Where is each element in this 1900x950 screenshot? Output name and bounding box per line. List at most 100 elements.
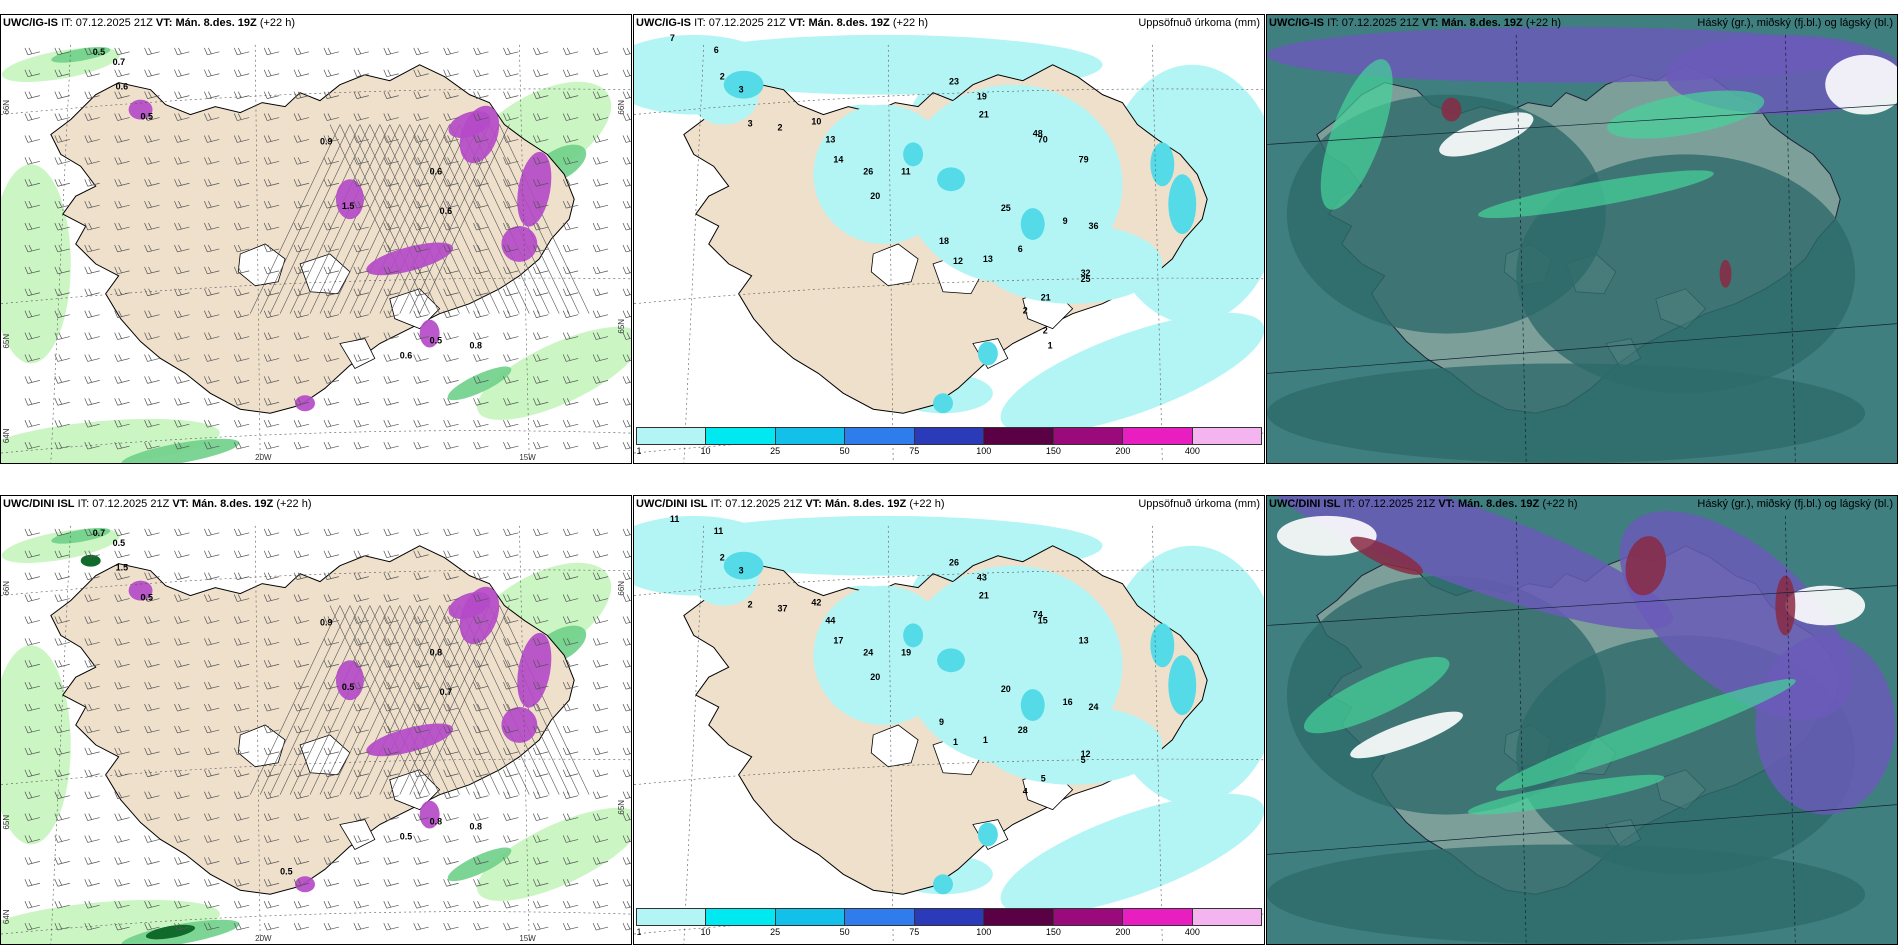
- wind-barbs: [24, 47, 631, 450]
- colorbar-ticks: 1 10 25 50 75 100 150 200 400: [636, 445, 1262, 457]
- panel-header: UWC/IG-IS IT: 07.12.2025 21Z VT: Mán. 8.…: [3, 17, 295, 29]
- value-label: 25: [1001, 203, 1011, 213]
- clear-sky: [1439, 54, 1897, 157]
- value-label: 2: [720, 72, 725, 82]
- initial-time: 07.12.2025 21Z: [708, 17, 786, 29]
- precip-mid: [723, 551, 1197, 895]
- colorbar-tick: 50: [839, 446, 850, 456]
- value-label: 48: [1033, 128, 1043, 138]
- value-label: 36: [1089, 221, 1099, 231]
- colorbar-swatch: [845, 428, 915, 444]
- colorbar-swatch: [1053, 909, 1124, 925]
- value-label: 0.9: [320, 617, 332, 627]
- wind-value-labels: 0.7 0.5 1.5 0.5 0.9 0.5 0.8 0.7 0.8 0.8 0.5 0.5: [93, 528, 482, 876]
- initial-time: 07.12.2025 21Z: [1358, 498, 1436, 510]
- colorbar-swatch: [1123, 909, 1193, 925]
- axis-label: 15W: [519, 934, 536, 943]
- value-label: 0.5: [141, 593, 153, 603]
- value-label: 10: [811, 117, 821, 127]
- panel-title: Uppsöfnuð úrkoma (mm): [1138, 17, 1260, 29]
- colorbar-swatch: [775, 428, 846, 444]
- value-label: 0.6: [400, 350, 412, 360]
- colorbar-swatch: [637, 909, 707, 925]
- panel-header: UWC/DINI ISL IT: 07.12.2025 21Z VT: Mán.…: [1269, 498, 1578, 510]
- value-label: 2: [720, 553, 725, 563]
- panel-dini-precip: UWC/DINI ISL IT: 07.12.2025 21Z VT: Mán.…: [633, 495, 1265, 945]
- value-label: 43: [977, 573, 987, 583]
- value-label: 7: [670, 33, 675, 43]
- value-label: 13: [825, 134, 835, 144]
- panel-title: Uppsöfnuð úrkoma (mm): [1138, 498, 1260, 510]
- panel-header: UWC/DINI ISL IT: 07.12.2025 21Z VT: Mán.…: [636, 498, 945, 510]
- lead-time: (+22 h): [1525, 17, 1561, 29]
- value-label: 6: [1018, 244, 1023, 254]
- value-label: 19: [977, 92, 987, 102]
- panel-title: Háský (gr.), miðský (fj.bl.) og lágský (…: [1697, 498, 1893, 510]
- lead-time: (+22 h): [892, 17, 928, 29]
- colorbar-ticks: 1 10 25 50 75 100 150 200 400: [636, 926, 1262, 938]
- value-label: 23: [949, 77, 959, 87]
- value-label: 6: [714, 45, 719, 55]
- convective-cells: [1350, 536, 1796, 636]
- axis-label: 65N: [617, 319, 626, 334]
- colorbar-tick: 10: [700, 446, 711, 456]
- value-label: 17: [833, 635, 843, 645]
- colorbar: 1 10 25 50 75 100 150 200 400: [636, 427, 1262, 461]
- value-label: 1: [1048, 341, 1053, 351]
- colorbar-tick: 200: [1115, 927, 1131, 937]
- wind-barbs: [24, 528, 631, 931]
- value-label: 79: [1079, 154, 1089, 164]
- value-label: 0.5: [400, 831, 412, 841]
- high-cloud-edges: [1303, 656, 1796, 815]
- wind-map: 0.70.51.50.50.90.50.80.70.8 0.80.50.566N6…: [1, 525, 631, 944]
- model-name: UWC/DINI ISL: [1269, 498, 1341, 510]
- crosshatch-area: [249, 605, 590, 795]
- graticule: [1, 44, 631, 463]
- value-label: 3: [739, 566, 744, 576]
- axis-label: 66N: [617, 100, 626, 115]
- axis-label: 15W: [519, 453, 536, 462]
- value-label: 3: [739, 85, 744, 95]
- value-label: 0.5: [93, 47, 105, 57]
- value-label: 0.7: [113, 57, 125, 67]
- value-label: 9: [939, 717, 944, 727]
- axis-label: 65N: [2, 815, 11, 830]
- axis-labels: 66N 65N 64N 20W 15W 65N 66N: [2, 100, 626, 462]
- initial-time: 07.12.2025 21Z: [1341, 17, 1419, 29]
- initial-time: 07.12.2025 21Z: [75, 17, 153, 29]
- colorbar-tick: 25: [770, 927, 781, 937]
- value-label: 19: [901, 647, 911, 657]
- axis-label: 66N: [2, 581, 11, 596]
- value-label: 11: [901, 166, 910, 176]
- valid-time: Mán. 8.des. 19Z: [1441, 17, 1523, 29]
- model-name: UWC/IG-IS: [3, 17, 58, 29]
- panel-igis-precip: UWC/IG-IS IT: 07.12.2025 21Z VT: Mán. 8.…: [633, 14, 1265, 464]
- valid-time: Mán. 8.des. 19Z: [175, 17, 257, 29]
- convective-cells: [1441, 97, 1732, 288]
- value-label: 12: [1081, 749, 1091, 759]
- value-label: 21: [979, 591, 989, 601]
- value-label: 0.6: [440, 206, 452, 216]
- panel-dini-wind: UWC/DINI ISL IT: 07.12.2025 21Z VT: Mán.…: [0, 495, 632, 945]
- value-label: 0.5: [280, 866, 292, 876]
- value-label: 42: [811, 598, 821, 608]
- axis-label: 20W: [255, 934, 272, 943]
- value-label: 9: [1063, 216, 1068, 226]
- panel-dini-cloud: UWC/DINI ISL IT: 07.12.2025 21Z VT: Mán.…: [1266, 495, 1898, 945]
- lead-time: (+22 h): [909, 498, 945, 510]
- value-label: 16: [1063, 697, 1073, 707]
- colorbar-tick: 1: [636, 446, 642, 456]
- colorbar-tick: 400: [1184, 446, 1200, 456]
- value-label: 0.8: [470, 341, 482, 351]
- value-label: 5: [1041, 774, 1046, 784]
- colorbar-swatch: [637, 428, 707, 444]
- axis-label: 65N: [2, 334, 11, 349]
- colorbar-swatch: [1123, 428, 1193, 444]
- graticule: [1, 525, 631, 944]
- value-label: 13: [983, 254, 993, 264]
- value-label: 0.7: [440, 687, 452, 697]
- colorbar-swatch: [706, 428, 776, 444]
- valid-time: Mán. 8.des. 19Z: [1457, 498, 1540, 510]
